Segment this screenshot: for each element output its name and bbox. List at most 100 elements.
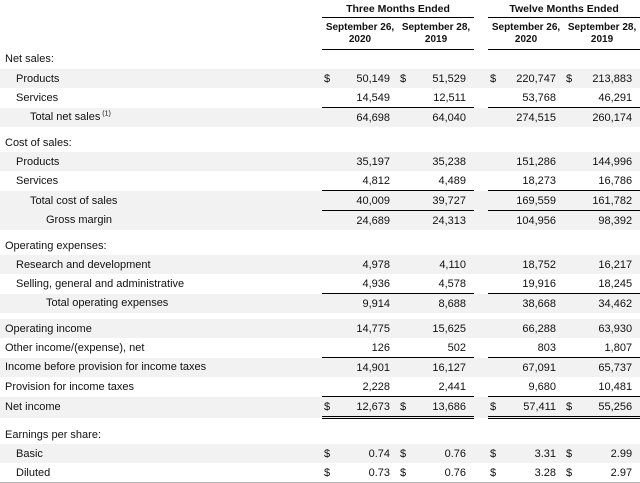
currency-cell — [564, 274, 582, 294]
date-line: 2019 — [590, 34, 614, 45]
currency-cell — [322, 377, 340, 397]
currency-cell — [322, 152, 340, 171]
currency-cell — [488, 377, 506, 397]
value-cell: 9,914 — [340, 293, 398, 313]
value-cell: 0.73 — [368, 466, 390, 479]
currency-cell — [564, 319, 583, 338]
currency-cell — [398, 133, 416, 152]
date-line: September 28, — [401, 22, 471, 33]
value-cell: 2.99 — [582, 444, 640, 463]
value-cell: 38,668 — [506, 293, 565, 313]
value-cell: 8,688 — [416, 293, 475, 313]
currency-cell — [398, 107, 416, 127]
row-label: Cost of sales: — [5, 136, 72, 149]
row-label: Operating income — [0, 319, 322, 338]
currency-cell — [398, 210, 416, 230]
value-cell: 220,747 — [506, 69, 565, 88]
currency-cell — [398, 377, 416, 397]
value-cell: 15,625 — [416, 319, 475, 338]
currency-cell — [322, 210, 340, 230]
column-gap — [474, 152, 489, 171]
row-label: Products — [0, 69, 322, 88]
value-cell — [582, 425, 640, 444]
currency-cell — [488, 133, 506, 152]
currency-cell — [322, 236, 340, 255]
currency-cell — [398, 50, 416, 70]
row-label: Total cost of sales — [0, 190, 322, 211]
period-group-row: Three Months Ended Twelve Months Ended — [0, 3, 640, 18]
header-label-spacer — [0, 3, 322, 18]
table-row: Total net sales (1) 64,698 64,040 274,515 26… — [0, 107, 640, 127]
currency-cell — [488, 236, 506, 255]
value-cell: 64,698 — [340, 107, 398, 127]
value-cell — [416, 425, 474, 444]
currency-cell — [488, 50, 506, 70]
table-row: Operating expenses: — [0, 236, 640, 255]
row-label: Income before provision for income taxes — [0, 357, 322, 377]
table-row: Total cost of sales 40,009 39,727 169,559 16… — [0, 190, 640, 211]
currency-cell — [398, 357, 416, 377]
currency-cell — [488, 357, 507, 377]
value-cell: 14,775 — [340, 319, 398, 338]
value-cell: 39,727 — [416, 190, 475, 211]
currency-cell — [322, 190, 340, 211]
currency-cell: $ — [322, 69, 340, 88]
value-cell: 1,807 — [604, 341, 633, 354]
table-row: Cost of sales: — [0, 133, 640, 152]
value-cell: 0.76 — [416, 444, 475, 463]
currency-cell — [322, 50, 340, 70]
value-cell: 3.31 — [506, 444, 565, 463]
currency-cell — [398, 274, 416, 294]
currency-cell — [564, 107, 583, 127]
header-label-spacer — [0, 18, 322, 50]
currency-cell — [322, 171, 340, 191]
value-cell: 4,936 — [362, 277, 390, 290]
currency-cell — [564, 338, 582, 358]
value-cell: 65,737 — [582, 357, 640, 377]
value-cell: 274,515 — [506, 107, 565, 127]
table-row: Net sales: — [0, 50, 640, 70]
value-cell: 98,392 — [582, 210, 640, 230]
value-cell: 18,752 — [506, 255, 565, 274]
spacer-row — [0, 418, 640, 426]
value-cell: 14,549 — [356, 91, 390, 104]
column-gap — [474, 18, 488, 50]
value-cell: 104,956 — [506, 210, 565, 230]
value-cell: 10,481 — [598, 380, 633, 393]
currency-cell — [564, 255, 583, 274]
column-gap — [474, 190, 489, 211]
currency-cell: $ — [564, 69, 583, 88]
value-cell — [340, 50, 398, 70]
column-gap — [474, 3, 488, 18]
value-cell — [506, 133, 564, 152]
currency-cell — [488, 88, 506, 108]
currency-cell: $ — [488, 396, 507, 419]
currency-cell: $ — [488, 69, 507, 88]
value-cell: 64,040 — [416, 107, 475, 127]
row-label: Research and development — [0, 255, 322, 274]
value-cell: 9,680 — [528, 380, 557, 393]
value-cell: 2,228 — [362, 380, 390, 393]
table-row: Services 4,812 4,489 18,273 16,786 — [0, 171, 640, 191]
row-label: Net sales: — [5, 53, 54, 66]
value-cell: 35,238 — [416, 152, 475, 171]
value-cell: 16,127 — [416, 357, 475, 377]
currency-cell — [488, 107, 507, 127]
currency-cell — [322, 425, 340, 444]
table-row: Products $50,149 $51,529 $220,747 $213,883 — [0, 69, 640, 88]
value-cell: 2.97 — [610, 466, 633, 479]
value-cell: 35,197 — [340, 152, 398, 171]
currency-cell: $ — [398, 396, 416, 419]
currency-cell — [398, 319, 416, 338]
date-line: September 26, — [491, 22, 561, 33]
column-gap — [474, 319, 489, 338]
value-cell: 4,578 — [438, 277, 467, 290]
value-cell: 4,489 — [438, 174, 467, 187]
value-cell: 502 — [447, 341, 467, 354]
col-header-quarter-2019: September 28, 2019 — [398, 17, 475, 50]
row-label: Operating expenses: — [5, 239, 107, 252]
value-cell: 16,786 — [598, 174, 633, 187]
currency-cell — [564, 190, 583, 211]
table-row: Products 35,197 35,238 151,286 144,996 — [0, 152, 640, 171]
